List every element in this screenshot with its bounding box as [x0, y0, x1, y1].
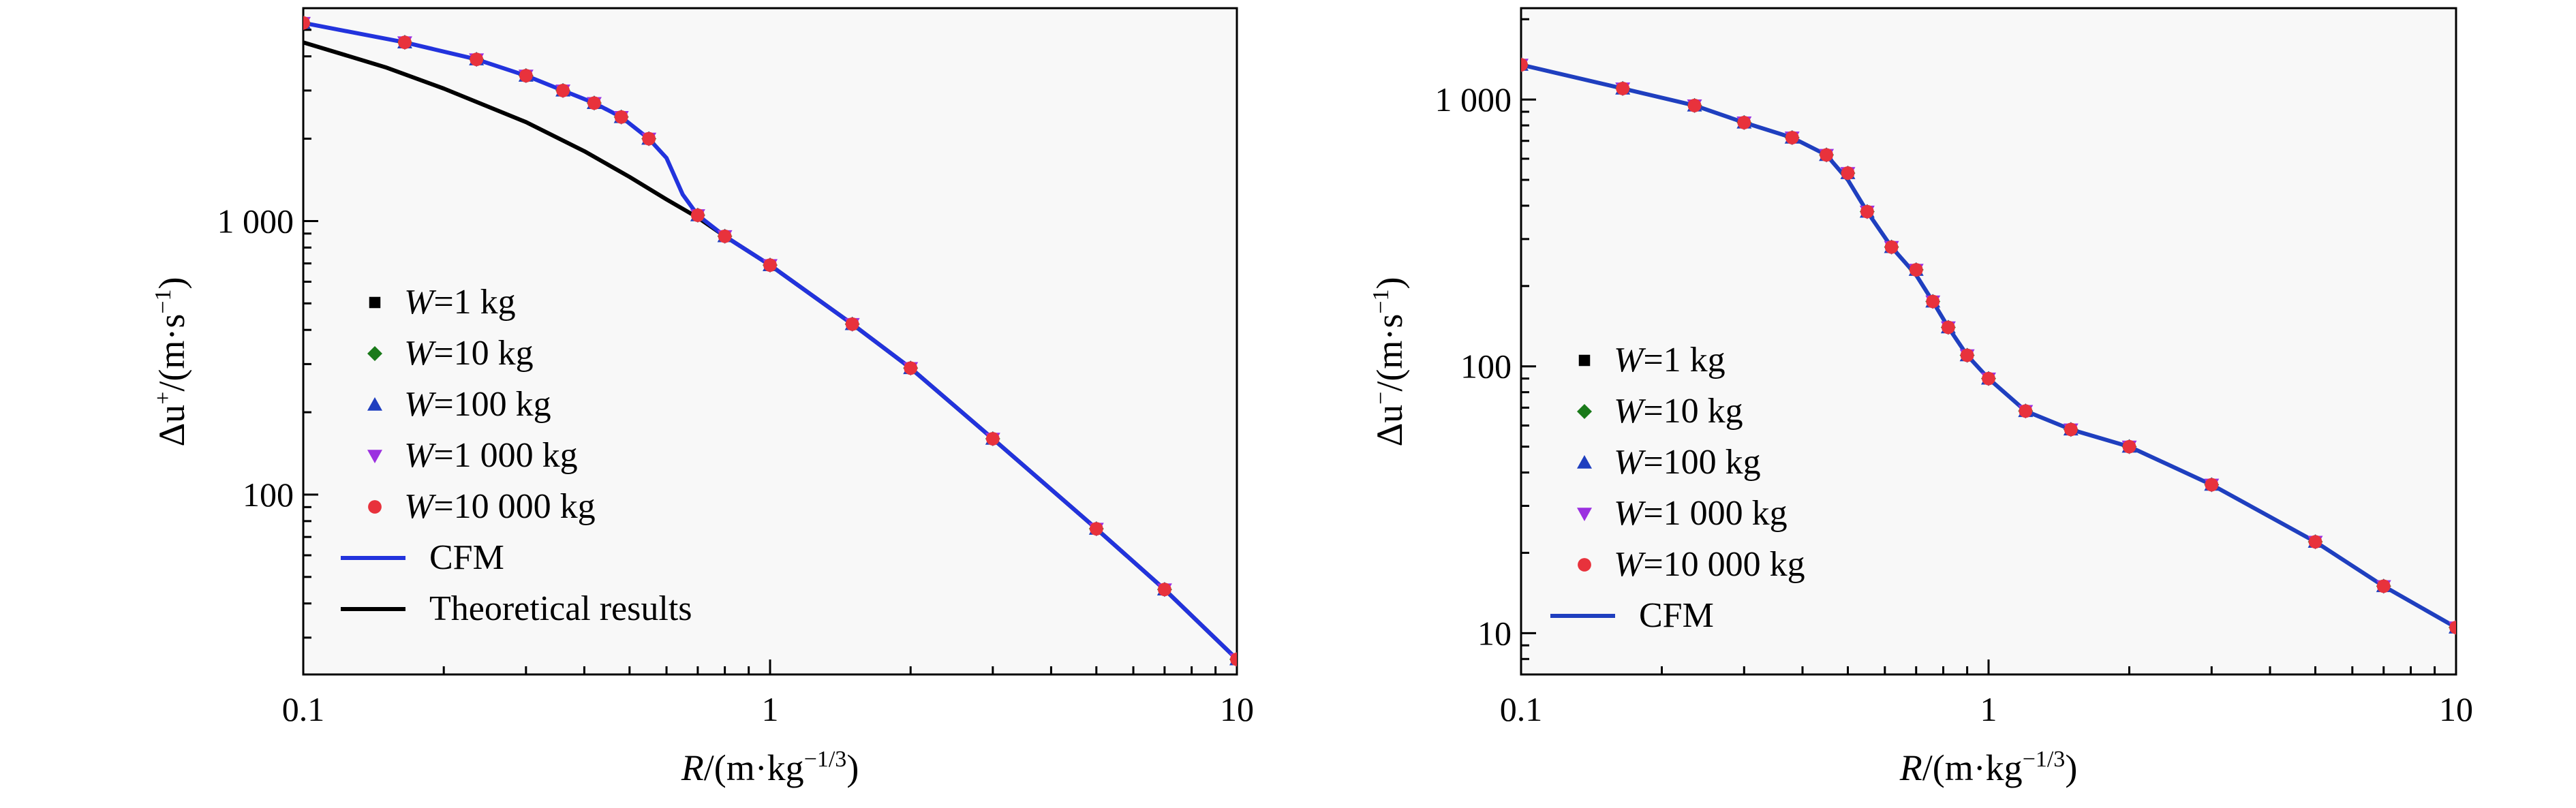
data-point	[470, 52, 484, 67]
data-point	[1982, 371, 1995, 386]
data-point	[1860, 204, 1874, 219]
data-point	[1909, 263, 1923, 277]
data-point	[1926, 294, 1940, 309]
x-axis-label: R/(m·kg−1/3)	[681, 747, 859, 788]
data-point	[1687, 98, 1702, 112]
legend: W=1 kg W=10 kg W=100 kg W=1 000 kg W=10 000 …	[1550, 341, 1805, 635]
legend-marker-swatch	[369, 296, 381, 309]
data-point	[2019, 404, 2033, 418]
legend-marker-swatch	[1577, 455, 1592, 469]
legend-label: W=1 kg	[404, 283, 516, 322]
data-point	[2449, 621, 2456, 634]
data-point	[1785, 131, 1799, 144]
data-point	[2205, 478, 2219, 492]
plot-area	[302, 7, 1238, 676]
legend-label: W=1 000 kg	[404, 436, 578, 475]
y-tick-label: 100	[1460, 347, 1512, 386]
legend-marker-swatch	[1577, 404, 1592, 419]
x-tick-label: 1	[762, 690, 779, 728]
legend-label: W=10 000 kg	[1614, 545, 1805, 584]
legend-label: CFM	[1639, 596, 1714, 635]
data-point	[2064, 422, 2078, 437]
data-point	[845, 317, 859, 331]
y-tick-label: 1 000	[1435, 80, 1512, 119]
data-point	[985, 432, 1000, 446]
y-tick-label: 100	[243, 476, 294, 514]
data-point	[587, 96, 601, 110]
legend-label: W=100 kg	[1614, 443, 1761, 482]
data-point	[1230, 652, 1237, 666]
legend-label: W=1 kg	[1614, 341, 1726, 379]
data-point	[398, 35, 412, 50]
legend-marker-swatch	[1577, 508, 1592, 521]
data-point	[1737, 115, 1751, 129]
data-point	[2308, 535, 2322, 549]
data-point	[690, 208, 705, 222]
plot-area	[1520, 7, 2457, 676]
legend-label: Theoretical results	[429, 589, 692, 628]
data-point	[519, 69, 533, 82]
data-point	[2122, 439, 2136, 454]
x-tick-label: 0.1	[282, 690, 325, 728]
series-markers	[303, 16, 1237, 666]
data-point	[718, 229, 732, 243]
y-tick-label: 1 000	[217, 202, 294, 240]
y-tick-label: 10	[1477, 614, 1512, 652]
data-point	[904, 361, 918, 375]
x-tick-label: 1	[1980, 690, 1997, 728]
legend: W=1 kg W=10 kg W=100 kg W=1 000 kg W=10 000 …	[341, 283, 692, 628]
x-tick-label: 0.1	[1500, 690, 1543, 728]
data-point	[614, 110, 628, 124]
data-point	[763, 258, 777, 273]
data-point	[1941, 320, 1955, 335]
data-point	[1521, 58, 1528, 72]
data-point	[2376, 579, 2391, 593]
x-tick-label: 10	[1220, 690, 1254, 728]
legend-label: W=10 000 kg	[404, 487, 596, 526]
legend-marker-swatch	[1578, 354, 1591, 367]
legend-label: W=100 kg	[404, 385, 551, 424]
legend-marker-swatch	[367, 346, 382, 361]
legend-label: CFM	[429, 538, 504, 577]
data-point	[1841, 166, 1855, 180]
y-axis-label: Δu−/(m·s−1)	[1368, 277, 1410, 446]
x-axis-label: R/(m·kg−1/3)	[1899, 747, 2078, 788]
legend-marker-swatch	[367, 450, 382, 463]
data-layer	[1521, 57, 2456, 636]
data-point	[1820, 148, 1834, 162]
data-point	[1157, 582, 1171, 597]
chart-panel-left: 0.1 1 10 100 1 000 R/(m·kg−1/3) Δu+/(m·s−1) W=1…	[151, 7, 1254, 788]
data-point	[1089, 522, 1103, 536]
legend-label: W=1 000 kg	[1614, 494, 1788, 533]
legend-label: W=10 kg	[404, 334, 534, 373]
x-tick-label: 10	[2439, 690, 2473, 728]
data-point	[303, 16, 310, 30]
data-point	[1884, 240, 1899, 254]
data-point	[642, 131, 656, 146]
data-point	[556, 83, 570, 97]
legend-marker-swatch	[1578, 558, 1591, 572]
data-point	[1616, 81, 1630, 95]
data-point	[1960, 348, 1974, 362]
legend-label: W=10 kg	[1614, 392, 1743, 431]
y-axis-label: Δu+/(m·s−1)	[151, 277, 192, 446]
legend-marker-swatch	[368, 500, 382, 514]
chart-panel-right: 0.1 1 10 10 100 1 000 R/(m·kg−1/3) Δu−/(m·s−1) W…	[1368, 7, 2473, 788]
legend-marker-swatch	[367, 397, 382, 411]
data-layer	[303, 15, 1237, 667]
series-markers	[1521, 58, 2456, 634]
